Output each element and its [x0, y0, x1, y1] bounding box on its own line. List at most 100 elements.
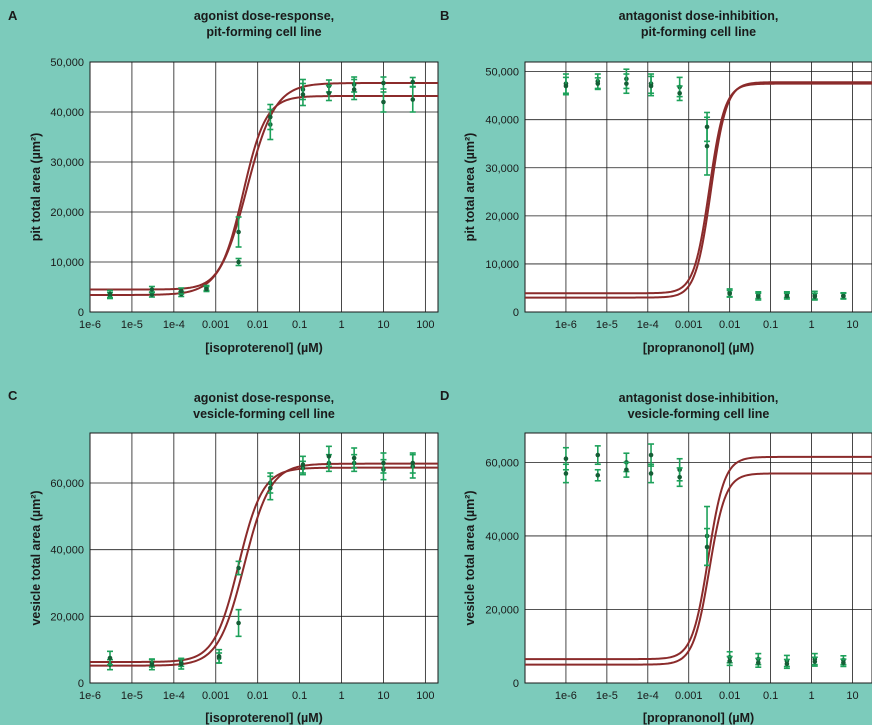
y-tick-label: 0: [513, 678, 519, 690]
data-point-series-1: [410, 79, 416, 85]
x-tick-label: 0.1: [292, 690, 307, 702]
data-point-series-2: [563, 471, 569, 476]
y-tick-label: 40,000: [485, 531, 519, 543]
x-tick-label: 0.1: [763, 319, 778, 331]
data-point-series-2: [563, 83, 569, 89]
y-tick-label: 10,000: [485, 259, 519, 271]
y-axis-label: vesicle total area (µm²): [29, 490, 43, 625]
x-tick-label: 1e-5: [121, 690, 143, 702]
fit-curve-series-2: [525, 82, 872, 295]
data-point-series-2: [727, 291, 732, 297]
chart-title-line: pit-forming cell line: [641, 25, 756, 39]
fit-curve-series-1: [525, 455, 872, 661]
x-tick-label: 1e-6: [555, 690, 577, 702]
x-axis-label: [isoproterenol] (µM): [205, 711, 323, 725]
data-point-series-2: [268, 485, 273, 491]
x-tick-label: 1: [338, 319, 344, 331]
y-tick-label: 60,000: [50, 478, 84, 490]
y-tick-label: 20,000: [485, 211, 519, 223]
x-tick-label: 1e-4: [637, 319, 659, 331]
fit-curve-series-1: [90, 82, 438, 296]
data-point-series-2: [204, 286, 209, 292]
x-tick-label: 0.1: [292, 319, 307, 331]
chart-title-line: agonist dose-response,: [194, 9, 334, 23]
x-axis-label: [isoproterenol] (µM): [205, 341, 323, 355]
data-point-series-1: [704, 143, 710, 149]
x-tick-label: 1e-4: [163, 690, 185, 702]
x-tick-label: 1e-6: [79, 319, 101, 331]
y-tick-label: 10,000: [50, 257, 84, 269]
data-point-series-2: [727, 658, 732, 664]
data-point-series-2: [595, 81, 601, 86]
data-point-series-1: [236, 259, 241, 265]
data-point-series-2: [841, 293, 846, 299]
x-tick-label: 0.01: [247, 319, 268, 331]
x-tick-label: 1e-5: [596, 319, 618, 331]
plot-area: [524, 432, 872, 684]
plot-area: [524, 61, 872, 313]
x-tick-label: 1e-4: [637, 690, 659, 702]
data-point-series-2: [149, 662, 155, 667]
x-tick-label: 100: [416, 690, 434, 702]
data-point-series-2: [351, 455, 357, 461]
data-point-series-2: [812, 294, 818, 299]
data-point-series-1: [236, 620, 241, 626]
x-tick-label: 1e-4: [163, 319, 185, 331]
data-point-series-2: [381, 99, 386, 105]
data-point-series-2: [268, 114, 273, 120]
y-tick-label: 50,000: [485, 67, 519, 79]
x-tick-label: 1e-5: [596, 690, 618, 702]
x-tick-label: 100: [416, 319, 434, 331]
panel-letter: C: [8, 388, 18, 403]
data-point-series-2: [107, 655, 113, 661]
chart-title-line: pit-forming cell line: [206, 25, 321, 39]
fit-curve-series-2: [90, 466, 438, 663]
x-tick-label: 10: [377, 690, 389, 702]
y-axis-label: pit total area (µm²): [29, 133, 43, 242]
data-point-series-2: [755, 660, 761, 666]
x-tick-label: 0.01: [719, 690, 740, 702]
y-tick-label: 50,000: [50, 57, 84, 69]
data-point-series-2: [236, 229, 241, 235]
data-point-series-2: [236, 565, 241, 571]
y-tick-label: 20,000: [50, 611, 84, 623]
data-point-series-2: [149, 287, 155, 292]
data-point-series-1: [149, 292, 155, 297]
y-tick-label: 40,000: [485, 115, 519, 127]
x-tick-label: 1e-6: [79, 690, 101, 702]
fit-curve-series-2: [90, 95, 438, 291]
chart-title-line: vesicle-forming cell line: [193, 407, 335, 421]
y-tick-label: 0: [78, 307, 84, 319]
x-tick-label: 10: [846, 690, 858, 702]
data-point-series-2: [410, 460, 416, 466]
x-tick-label: 0.01: [719, 319, 740, 331]
data-point-series-2: [326, 90, 332, 96]
data-point-series-2: [410, 97, 416, 102]
chart-title-line: agonist dose-response,: [194, 391, 334, 405]
x-tick-label: 1: [808, 690, 814, 702]
y-tick-label: 30,000: [50, 157, 84, 169]
data-point-series-2: [381, 460, 386, 466]
plot-area: [89, 61, 439, 313]
data-point-series-2: [326, 454, 332, 459]
data-point-series-2: [677, 474, 682, 480]
data-point-series-2: [595, 472, 601, 478]
fit-curve-series-2: [525, 472, 872, 666]
data-point-series-2: [178, 288, 184, 294]
x-tick-label: 0.001: [202, 690, 230, 702]
y-tick-label: 40,000: [50, 545, 84, 557]
y-tick-label: 30,000: [485, 163, 519, 175]
x-tick-label: 1e-5: [121, 319, 143, 331]
data-point-series-2: [677, 90, 682, 96]
plot-area: [89, 432, 439, 684]
x-tick-label: 10: [377, 319, 389, 331]
x-tick-label: 0.1: [763, 690, 778, 702]
data-point-series-2: [624, 81, 629, 86]
data-point-series-2: [812, 659, 818, 664]
data-point-series-2: [107, 291, 113, 297]
y-tick-label: 20,000: [50, 207, 84, 219]
